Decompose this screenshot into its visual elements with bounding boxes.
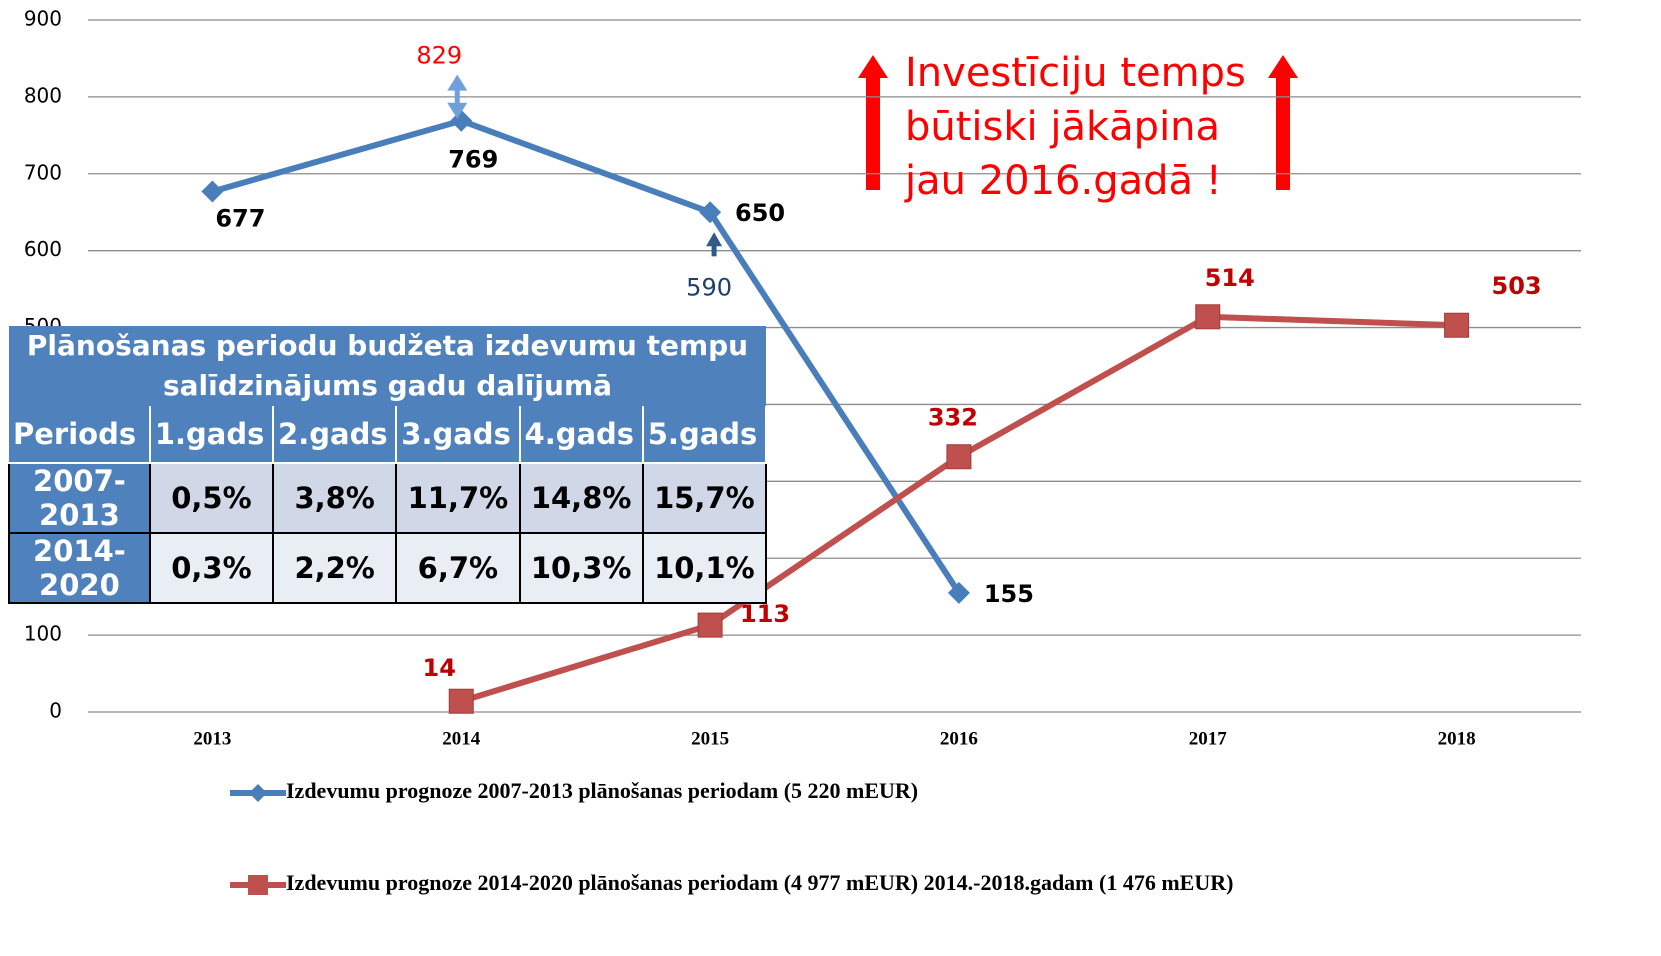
table-cell: 0,5% (148, 462, 275, 534)
marker (1195, 304, 1221, 330)
annotation-label: 590 (686, 273, 732, 301)
x-tick-label: 2013 (193, 728, 231, 749)
callout-arrow (858, 55, 888, 190)
callout-text: Investīciju temps (905, 50, 1246, 96)
marker (947, 581, 970, 604)
data-label: 503 (1492, 272, 1542, 300)
legend-marker (248, 875, 268, 895)
marker (1444, 312, 1470, 338)
arrow-head (447, 74, 468, 91)
marker (699, 201, 722, 224)
table-cell: 10,1% (641, 532, 768, 604)
data-label: 155 (984, 580, 1034, 608)
arrow-head (706, 232, 723, 247)
table-cell: 3,8% (272, 462, 398, 534)
arrow-head (447, 102, 468, 119)
table-header: 3.gads (396, 406, 521, 464)
y-tick-label: 700 (24, 160, 62, 184)
marker (450, 109, 473, 132)
callout-text: būtiski jākāpina (905, 104, 1220, 150)
data-label: 332 (928, 404, 978, 432)
table-header: 1.gads (149, 406, 275, 464)
y-tick-label: 600 (24, 237, 62, 261)
x-tick-label: 2018 (1438, 728, 1476, 749)
x-tick-label: 2017 (1189, 728, 1228, 749)
legend-marker (249, 784, 267, 802)
marker (448, 688, 474, 714)
marker (697, 612, 723, 638)
y-tick-label: 0 (49, 699, 62, 723)
y-tick-label: 900 (24, 7, 62, 31)
callout-arrow (1268, 55, 1298, 190)
data-label: 113 (740, 600, 790, 628)
y-tick-label: 800 (24, 83, 62, 107)
legend-label: Izdevumu prognoze 2007-2013 plānošanas p… (286, 778, 918, 803)
table-cell: 0,3% (148, 532, 275, 604)
comparison-table: Plānošanas periodu budžeta izdevumu temp… (8, 326, 768, 604)
data-label: 677 (215, 204, 265, 232)
data-label: 769 (448, 146, 498, 174)
annotation-label: 829 (416, 42, 462, 70)
marker (946, 444, 972, 470)
table-cell: 6,7% (395, 532, 521, 604)
table-cell: 2007-2013 (8, 462, 151, 534)
data-label: 650 (735, 199, 785, 227)
table-cell: 2014-2020 (8, 532, 151, 604)
legend-label: Izdevumu prognoze 2014-2020 plānošanas p… (286, 870, 1233, 895)
x-tick-label: 2015 (691, 728, 729, 749)
table-header: 4.gads (519, 406, 644, 464)
x-tick-label: 2014 (442, 728, 481, 749)
x-tick-label: 2016 (940, 728, 978, 749)
table-header: 2.gads (273, 406, 398, 464)
table-header: 5.gads (642, 406, 768, 464)
table-title: Plānošanas periodu budžeta izdevumu temp… (9, 326, 766, 406)
marker (201, 180, 224, 203)
callout-text: jau 2016.gadā ! (904, 158, 1222, 204)
table-cell: 11,7% (395, 462, 521, 534)
data-label: 14 (423, 654, 456, 682)
y-tick-label: 100 (24, 622, 62, 646)
table-cell: 10,3% (518, 532, 644, 604)
data-label: 514 (1205, 264, 1255, 292)
series-line (211, 117, 962, 595)
table-header: Periods (9, 406, 151, 464)
table-cell: 2,2% (272, 532, 398, 604)
table-cell: 14,8% (518, 462, 644, 534)
table-cell: 15,7% (641, 462, 768, 534)
